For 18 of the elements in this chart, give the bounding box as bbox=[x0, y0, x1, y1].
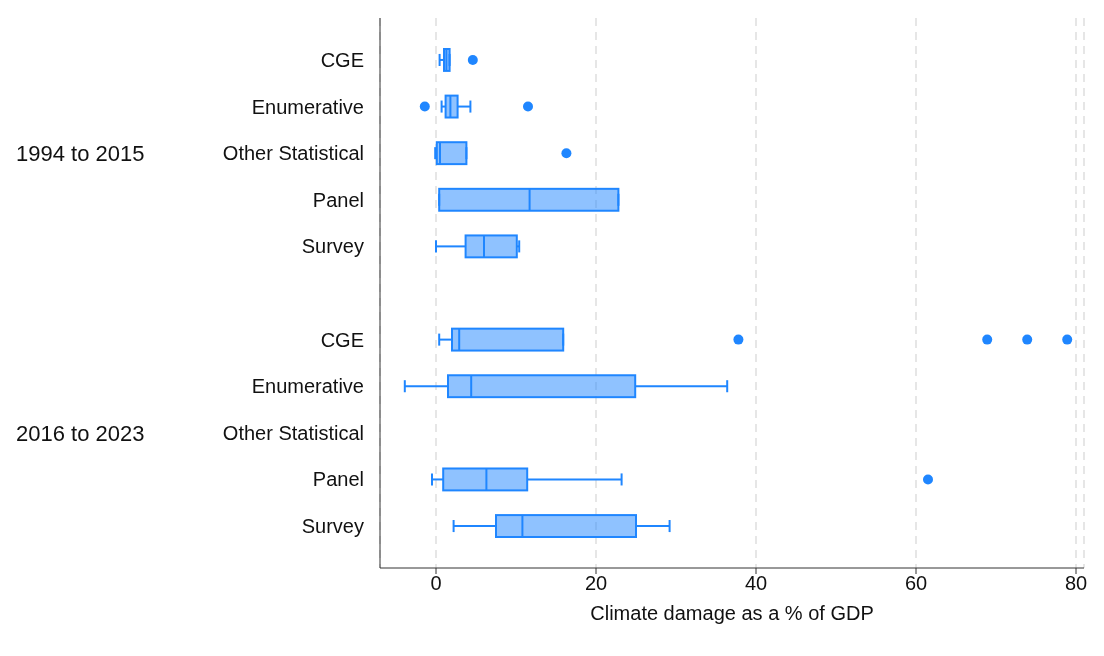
y-tick-label: Survey bbox=[301, 515, 364, 538]
y-tick-label: CGE bbox=[320, 48, 364, 71]
x-axis-title: Climate damage as a % of GDP bbox=[590, 602, 874, 625]
y-tick-label: CGE bbox=[320, 328, 364, 351]
x-tick-label: 80 bbox=[1064, 572, 1088, 595]
y-tick-label: Enumerative bbox=[251, 95, 364, 118]
y-tick-label: Survey bbox=[301, 235, 364, 258]
y-tick-label: Enumerative bbox=[251, 375, 364, 398]
text: 2016 to 2023 bbox=[16, 420, 145, 446]
x-tick-label: 20 bbox=[584, 572, 608, 595]
text: 1994 to 2015 bbox=[16, 140, 145, 166]
y-tick-label: Other Statistical bbox=[222, 142, 364, 165]
y-tick-label: Panel bbox=[312, 188, 364, 211]
x-tick-label: 0 bbox=[430, 572, 442, 595]
x-tick-label: 60 bbox=[904, 572, 928, 595]
y-tick-label: Panel bbox=[312, 468, 364, 491]
y-tick-label: Other Statistical bbox=[222, 421, 364, 444]
x-tick-label: 40 bbox=[744, 572, 768, 595]
